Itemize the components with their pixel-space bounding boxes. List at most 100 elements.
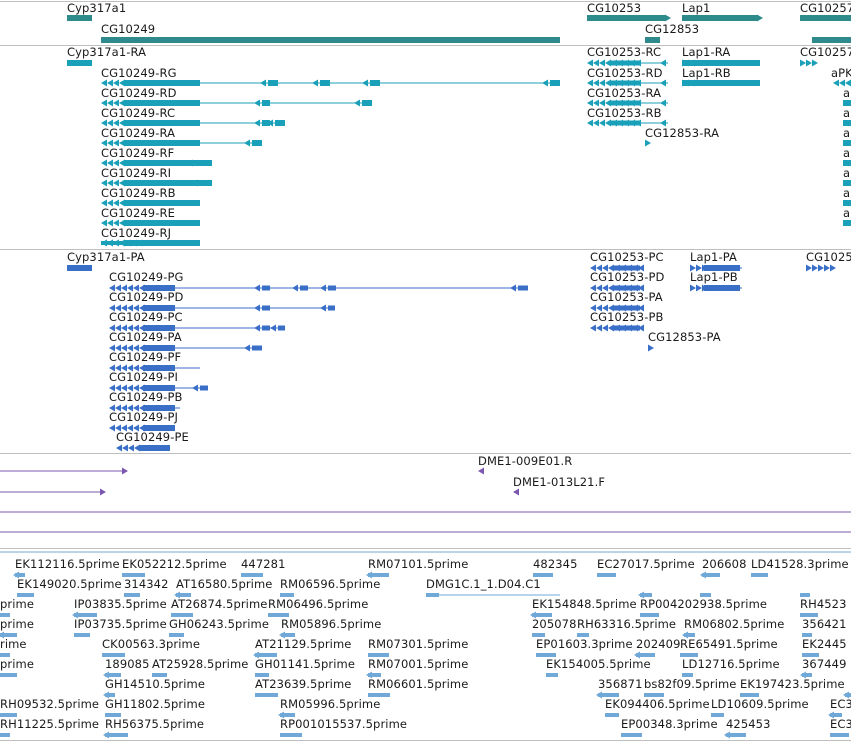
transcript-label[interactable]: Lap1-RA	[682, 45, 731, 59]
est-label[interactable]: prime	[0, 657, 35, 671]
protein-label[interactable]: CG10249-PB	[109, 390, 183, 404]
est-label[interactable]: EK154005.5prime	[546, 657, 651, 671]
est-label[interactable]: 314342	[124, 577, 169, 591]
protein-label[interactable]: CG10249-PG	[109, 270, 184, 284]
protein-label[interactable]: CG10249-PI	[109, 370, 179, 384]
transcript-label[interactable]: aPKC	[831, 66, 851, 80]
est-label[interactable]: 205078	[532, 617, 577, 631]
protein-label[interactable]: CG10249-PE	[116, 430, 189, 444]
est-label[interactable]: RH4523	[800, 597, 847, 611]
transcript-label[interactable]: CG10249-RB	[101, 186, 176, 200]
est-label[interactable]: EC3	[830, 697, 851, 711]
est-label[interactable]: 206608	[702, 557, 747, 571]
est-label[interactable]: 447281	[241, 557, 286, 571]
est-label[interactable]: 202409	[636, 637, 681, 651]
transcript-label[interactable]: a	[843, 206, 851, 220]
gene-label[interactable]: Lap1	[682, 1, 711, 15]
protein-label[interactable]: CG1025	[806, 250, 851, 264]
est-label[interactable]: bs82f09.5prime	[644, 677, 737, 691]
est-label[interactable]: LD12716.5prime	[682, 657, 780, 671]
est-label[interactable]: LD10609.5prime	[711, 697, 809, 711]
protein-label[interactable]: Lap1-PB	[690, 270, 738, 284]
est-label[interactable]: RM05996.5prime	[280, 697, 381, 711]
est-label[interactable]: AT16580.5prime	[176, 577, 273, 591]
transcript-label[interactable]: a	[843, 146, 851, 160]
est-label[interactable]: RM06496.5prime	[268, 597, 369, 611]
est-label[interactable]: EK154848.5prime	[532, 597, 637, 611]
transcript-label[interactable]: CG10249-RJ	[101, 226, 172, 240]
protein-label[interactable]: CG10249-PC	[109, 310, 183, 324]
transcript-label[interactable]: CG10253-RC	[587, 45, 662, 59]
est-label[interactable]: EK094406.5prime	[605, 697, 710, 711]
protein-label[interactable]: CG10249-PD	[109, 290, 184, 304]
est-label[interactable]: EK112116.5prime	[15, 557, 120, 571]
protein-label[interactable]: CG12853-PA	[648, 330, 721, 344]
est-label[interactable]: EC3	[830, 717, 851, 731]
est-label[interactable]: EC27017.5prime	[597, 557, 695, 571]
transcript-label[interactable]: CG10249-RI	[101, 166, 172, 180]
transcript-label[interactable]: CG10249-RC	[101, 106, 176, 120]
est-label[interactable]: prime	[0, 597, 35, 611]
est-label[interactable]: EP01603.3prime	[536, 637, 633, 651]
transcript-label[interactable]: CG10253-RA	[587, 86, 662, 100]
protein-label[interactable]: CG10249-PA	[109, 330, 182, 344]
est-label[interactable]: CK00563.3prime	[102, 637, 201, 651]
est-label[interactable]: 356871	[598, 677, 643, 691]
est-label[interactable]: rime	[0, 637, 27, 651]
est-label[interactable]: RP001015537.5prime	[280, 717, 408, 731]
est-label[interactable]: RP004202938.5prime	[640, 597, 768, 611]
transcript-label[interactable]: CG10253-RD	[587, 66, 663, 80]
gene-label[interactable]: CG10257	[800, 1, 851, 15]
transcript-label[interactable]: CG10253-RB	[587, 106, 662, 120]
est-label[interactable]: RM06596.5prime	[280, 577, 381, 591]
transcript-label[interactable]: CG10249-RD	[101, 86, 177, 100]
transcript-label[interactable]: CG10249-RF	[101, 146, 175, 160]
protein-label[interactable]: CG10253-PC	[590, 250, 664, 264]
est-label[interactable]: EK197423.5prime	[740, 677, 845, 691]
transcript-label[interactable]: a	[843, 86, 851, 100]
est-label[interactable]: GH06243.5prime	[169, 617, 270, 631]
est-label[interactable]: 425453	[726, 717, 771, 731]
est-label[interactable]: LD41528.3prime	[751, 557, 849, 571]
protein-label[interactable]: Lap1-PA	[690, 250, 737, 264]
est-label[interactable]: AT25928.5prime	[152, 657, 249, 671]
est-label[interactable]: RM06802.5prime	[684, 617, 785, 631]
transcript-label[interactable]: CG10249-RG	[101, 66, 177, 80]
transcript-label[interactable]: CG10249-RA	[101, 126, 176, 140]
est-label[interactable]: 356421	[802, 617, 847, 631]
est-label[interactable]: IP03735.5prime	[74, 617, 167, 631]
est-label[interactable]: EK052212.5prime	[122, 557, 227, 571]
est-label[interactable]: GH11802.5prime	[105, 697, 206, 711]
est-label[interactable]: 482345	[533, 557, 578, 571]
protein-label[interactable]: CG10253-PD	[590, 270, 665, 284]
est-label[interactable]: 367449	[802, 657, 847, 671]
transcript-label[interactable]: Cyp317a1-RA	[67, 45, 147, 59]
est-label[interactable]: RM07001.5prime	[368, 657, 469, 671]
transcript-label[interactable]: Lap1-RB	[682, 66, 731, 80]
est-label[interactable]: RH56375.5prime	[105, 717, 205, 731]
est-label[interactable]: RM05896.5prime	[281, 617, 382, 631]
est-label[interactable]: RH11225.5prime	[0, 717, 100, 731]
transcript-label[interactable]: CG12853-RA	[645, 126, 720, 140]
est-label[interactable]: RH09532.5prime	[0, 697, 100, 711]
gene-label[interactable]: CG12853	[645, 22, 700, 36]
est-label[interactable]: RM06601.5prime	[368, 677, 469, 691]
est-label[interactable]: RE65491.5prime	[680, 637, 778, 651]
transcript-label[interactable]: CG10257	[800, 45, 851, 59]
transcript-label[interactable]: CG10249-RE	[101, 206, 175, 220]
est-label[interactable]: GH01141.5prime	[255, 657, 356, 671]
est-label[interactable]: EK149020.5prime	[17, 577, 122, 591]
est-label[interactable]: prime	[0, 617, 35, 631]
est-label[interactable]: AT26874.5prime	[171, 597, 268, 611]
est-label[interactable]: GH14510.5prime	[105, 677, 206, 691]
est-label[interactable]: RM07301.5prime	[368, 637, 469, 651]
transcript-label[interactable]: a	[843, 126, 851, 140]
transcript-label[interactable]: a	[843, 106, 851, 120]
protein-label[interactable]: CG10249-PF	[109, 350, 182, 364]
est-label[interactable]: AT23639.5prime	[255, 677, 352, 691]
protein-label[interactable]: CG10253-PA	[590, 290, 663, 304]
protein-label[interactable]: CG10249-PJ	[109, 410, 179, 424]
gene-label[interactable]: Cyp317a1	[67, 1, 127, 15]
protein-label[interactable]: Cyp317a1-PA	[67, 250, 145, 264]
est-label[interactable]: RH63316.5prime	[577, 617, 677, 631]
